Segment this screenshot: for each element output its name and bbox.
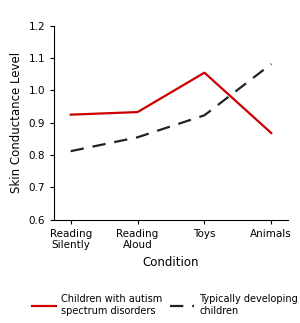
Legend: Children with autism
spectrum disorders, Typically developing
children: Children with autism spectrum disorders,… — [28, 290, 300, 320]
X-axis label: Condition: Condition — [143, 256, 199, 269]
Y-axis label: Skin Conductance Level: Skin Conductance Level — [10, 52, 23, 193]
